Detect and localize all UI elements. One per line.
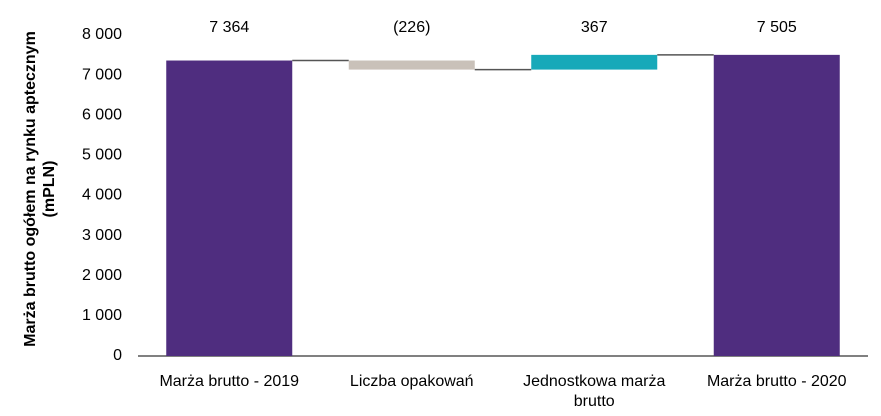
x-tick-label: Liczba opakowań xyxy=(349,373,474,390)
y-tick-label: 4 000 xyxy=(82,187,122,204)
x-tick-label: Marża brutto - 2019 xyxy=(159,373,300,390)
bar xyxy=(713,54,840,356)
y-tick-label: 0 xyxy=(113,347,122,364)
x-tick-label: Marża brutto - 2020 xyxy=(706,373,847,390)
bar xyxy=(348,60,475,70)
y-tick-label: 1 000 xyxy=(82,307,122,324)
value-label: 367 xyxy=(581,19,608,36)
x-tick-label: Jednostkowa marża brutto xyxy=(523,373,666,410)
y-tick-label: 2 000 xyxy=(82,267,122,284)
value-label: 7 364 xyxy=(209,19,249,36)
y-tick-label: 6 000 xyxy=(82,106,122,123)
y-tick-label: 8 000 xyxy=(82,26,122,43)
y-axis-label: Marża brutto ogółem na rynku aptecznym (… xyxy=(22,31,58,347)
y-tick-label: 7 000 xyxy=(82,66,122,83)
bar xyxy=(531,54,658,70)
value-label: 7 505 xyxy=(757,19,797,36)
value-label: (226) xyxy=(393,19,430,36)
bar xyxy=(166,60,293,356)
y-tick-label: 5 000 xyxy=(82,147,122,164)
y-tick-label: 3 000 xyxy=(82,227,122,244)
